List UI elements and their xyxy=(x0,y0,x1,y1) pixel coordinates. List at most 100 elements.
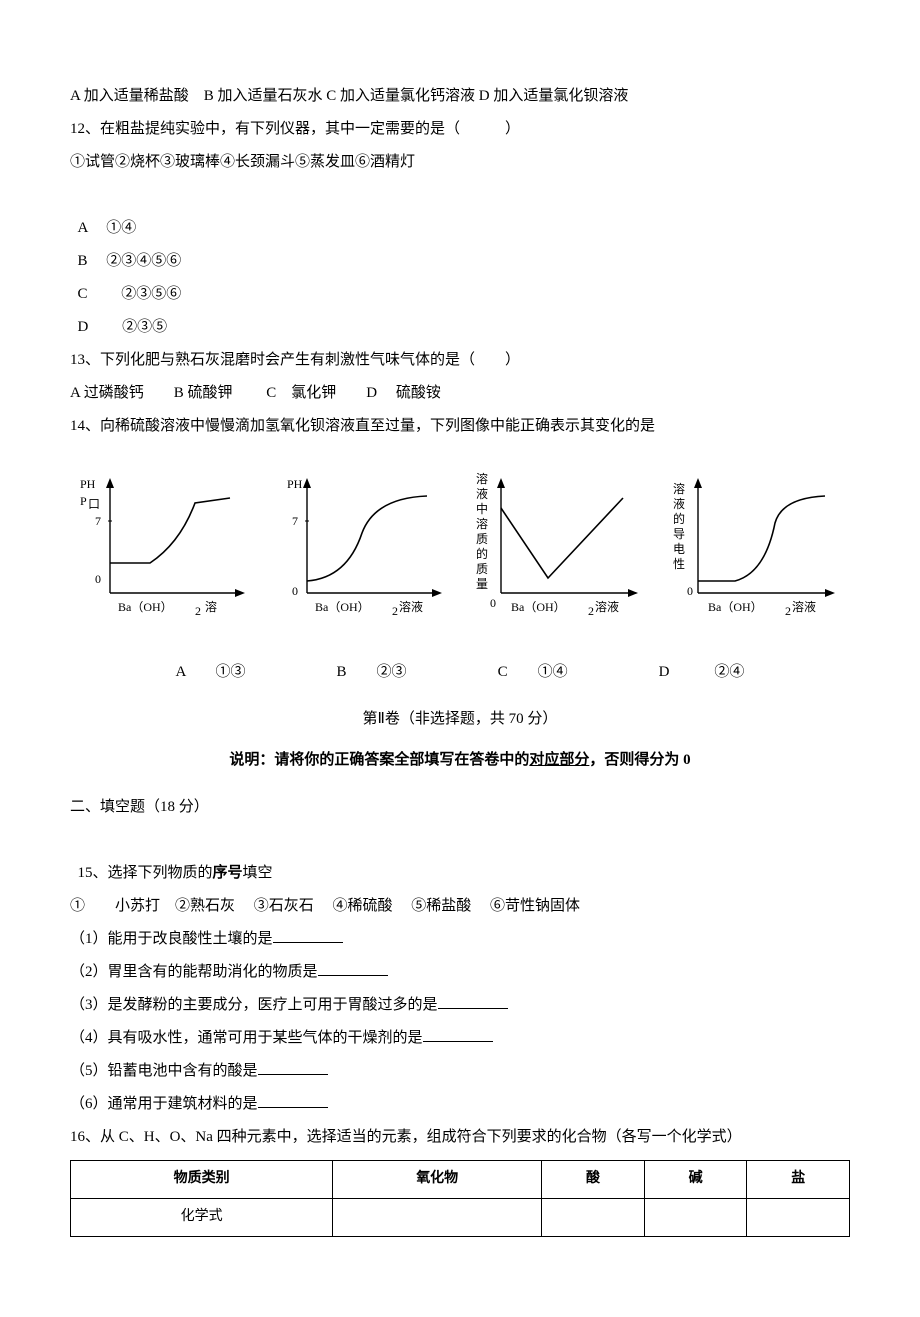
q13-stem: 13、下列化肥与熟石灰混磨时会产生有刺激性气味气体的是（ ） xyxy=(70,344,850,377)
svg-text:电: 电 xyxy=(673,542,685,556)
q12-choice-a: A ①④ xyxy=(78,220,137,236)
q12-choice-d: D ②③⑤ xyxy=(78,319,168,335)
chart2-0: 0 xyxy=(292,584,298,598)
part2-title: 第Ⅱ卷（非选择题，共 70 分） xyxy=(70,703,850,736)
q15-4: （4）具有吸水性，通常可用于某些气体的干燥剂的是 xyxy=(70,1022,850,1055)
note-prefix: 说明：请将你的正确答案全部填写在答卷中的 xyxy=(229,752,529,768)
q15-sub2-text: （2）胃里含有的能帮助消化的物质是 xyxy=(70,964,318,980)
chart3-0: 0 xyxy=(490,596,496,610)
chart1-ph-label: PH xyxy=(80,477,96,491)
chart3-xlabel: Ba（OH） xyxy=(511,600,566,614)
blank-field[interactable] xyxy=(423,1026,493,1042)
chart4-sub2: 2 xyxy=(785,604,791,618)
chart2-sub2: 2 xyxy=(392,604,398,618)
chart1-sub2: 2 xyxy=(195,604,201,618)
q14-choices: A ①③ B ②③ C ①④ D ②④ xyxy=(70,656,850,689)
q12-choices: A ①④ B ②③④⑤⑥ C ②③⑤⑥ D ②③⑤ xyxy=(70,179,850,344)
chart3-ylabel: 溶 xyxy=(476,471,488,486)
q11-choices: A 加入适量稀盐酸 B 加入适量石灰水 C 加入适量氯化钙溶液 D 加入适量氯化… xyxy=(70,80,850,113)
q12-choice-b: B ②③④⑤⑥ xyxy=(78,253,182,269)
q15-6: （6）通常用于建筑材料的是 xyxy=(70,1088,850,1121)
chart3-sub2: 2 xyxy=(588,604,594,618)
blank-field[interactable] xyxy=(438,993,508,1009)
table-header-row: 物质类别 氧化物 酸 碱 盐 xyxy=(71,1161,850,1199)
q16-stem: 16、从 C、H、O、Na 四种元素中，选择适当的元素，组成符合下列要求的化合物… xyxy=(70,1121,850,1154)
q16-table: 物质类别 氧化物 酸 碱 盐 化学式 xyxy=(70,1160,850,1237)
svg-text:口: 口 xyxy=(88,497,100,511)
blank-field[interactable] xyxy=(273,927,343,943)
blank-field[interactable] xyxy=(258,1092,328,1108)
q15-items: ① 小苏打 ②熟石灰 ③石灰石 ④稀硫酸 ⑤稀盐酸 ⑥苛性钠固体 xyxy=(70,890,850,923)
q14-choice-c: C ①④ xyxy=(498,656,568,689)
q15-sub4-text: （4）具有吸水性，通常可用于某些气体的干燥剂的是 xyxy=(70,1030,423,1046)
section2-heading: 二、填空题（18 分） xyxy=(70,791,850,824)
svg-text:质: 质 xyxy=(476,562,488,576)
chart4-0: 0 xyxy=(687,584,693,598)
q14-choice-b: B ②③ xyxy=(337,656,407,689)
chart3-sol: 溶液 xyxy=(595,599,619,614)
q15-prefix: 15、选择下列物质的 xyxy=(78,865,213,881)
svg-text:的: 的 xyxy=(673,511,685,526)
q12-stem: 12、在粗盐提纯实验中，有下列仪器，其中一定需要的是（ ） xyxy=(70,113,850,146)
chart4-ylabel: 溶 xyxy=(673,481,685,496)
td-row-label: 化学式 xyxy=(71,1198,333,1236)
svg-text:中: 中 xyxy=(476,501,488,516)
chart1-7: 7 xyxy=(95,514,101,528)
q15-sub1-text: （1）能用于改良酸性土壤的是 xyxy=(70,931,273,947)
q14-choice-a: A ①③ xyxy=(176,656,246,689)
chart-1: PH P口 7 0 Ba（OH） 2 溶 xyxy=(80,463,250,646)
svg-text:量: 量 xyxy=(476,577,488,591)
q15-1: （1）能用于改良酸性土壤的是 xyxy=(70,923,850,956)
svg-text:液: 液 xyxy=(476,486,488,501)
th-acid: 酸 xyxy=(542,1161,645,1199)
q15-sub5-text: （5）铅蓄电池中含有的酸是 xyxy=(70,1063,258,1079)
chart2-xlabel: Ba（OH） xyxy=(315,600,370,614)
blank-field[interactable] xyxy=(318,960,388,976)
chart2-ph-label: PH xyxy=(287,477,303,491)
q15-sub6-text: （6）通常用于建筑材料的是 xyxy=(70,1096,258,1112)
svg-text:的: 的 xyxy=(476,546,488,561)
chart4-xlabel: Ba（OH） xyxy=(708,600,763,614)
td-oxide-input[interactable] xyxy=(333,1198,542,1236)
chart-3: 溶 液 中 溶 质 的 质 量 0 Ba（OH） 2 溶液 xyxy=(473,463,643,646)
q13-choices: A 过磷酸钙 B 硫酸钾 C 氯化钾 D 硫酸铵 xyxy=(70,377,850,410)
th-category: 物质类别 xyxy=(71,1161,333,1199)
q14-stem: 14、向稀硫酸溶液中慢慢滴加氢氧化钡溶液直至过量，下列图像中能正确表示其变化的是 xyxy=(70,410,850,443)
q12-items: ①试管②烧杯③玻璃棒④长颈漏斗⑤蒸发皿⑥酒精灯 xyxy=(70,146,850,179)
svg-text:导: 导 xyxy=(673,527,685,541)
q15-3: （3）是发酵粉的主要成分，医疗上可用于胃酸过多的是 xyxy=(70,989,850,1022)
charts-row: PH P口 7 0 Ba（OH） 2 溶 PH 7 0 xyxy=(70,463,850,646)
svg-text:溶: 溶 xyxy=(205,599,217,614)
blank-field[interactable] xyxy=(258,1059,328,1075)
svg-text:性: 性 xyxy=(673,557,685,571)
note-suffix: ，否则得分为 0 xyxy=(589,752,690,768)
chart2-7: 7 xyxy=(292,514,298,528)
q12-choice-c: C ②③⑤⑥ xyxy=(78,286,182,302)
q15-sub3-text: （3）是发酵粉的主要成分，医疗上可用于胃酸过多的是 xyxy=(70,997,438,1013)
q15-stem: 15、选择下列物质的序号填空 xyxy=(70,824,850,890)
td-salt-input[interactable] xyxy=(747,1198,850,1236)
td-base-input[interactable] xyxy=(644,1198,747,1236)
q15-bold: 序号 xyxy=(213,865,243,881)
q15-2: （2）胃里含有的能帮助消化的物质是 xyxy=(70,956,850,989)
q15-tail: 填空 xyxy=(243,865,273,881)
chart1-0: 0 xyxy=(95,572,101,586)
svg-text:溶: 溶 xyxy=(476,516,488,531)
q15-5: （5）铅蓄电池中含有的酸是 xyxy=(70,1055,850,1088)
svg-text:质: 质 xyxy=(476,532,488,546)
td-acid-input[interactable] xyxy=(542,1198,645,1236)
note-underline: 对应部分 xyxy=(529,752,589,768)
th-oxide: 氧化物 xyxy=(333,1161,542,1199)
note: 说明：请将你的正确答案全部填写在答卷中的对应部分，否则得分为 0 xyxy=(70,744,850,777)
chart-4: 溶 液 的 导 电 性 0 Ba（OH） 2 溶液 xyxy=(670,463,840,646)
chart1-xlabel: Ba（OH） xyxy=(118,600,173,614)
chart1-pu-label: P xyxy=(80,494,87,508)
q14-choice-d: D ②④ xyxy=(659,656,745,689)
chart-2: PH 7 0 Ba（OH） 2 溶液 xyxy=(277,463,447,646)
svg-text:液: 液 xyxy=(673,496,685,511)
chart2-sol: 溶液 xyxy=(399,599,423,614)
table-row: 化学式 xyxy=(71,1198,850,1236)
th-base: 碱 xyxy=(644,1161,747,1199)
th-salt: 盐 xyxy=(747,1161,850,1199)
chart4-sol: 溶液 xyxy=(792,599,816,614)
